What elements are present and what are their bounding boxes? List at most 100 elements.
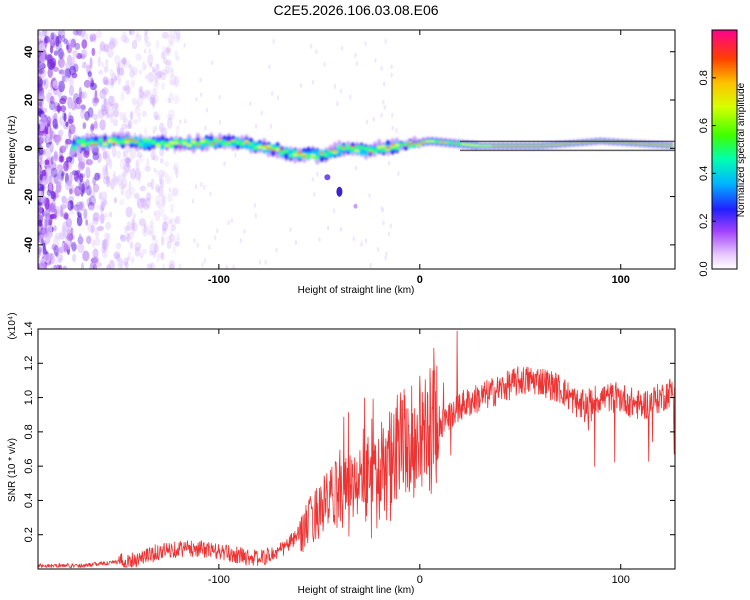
spectrogram-noise-blob	[391, 125, 394, 131]
spectrogram-noise-blob	[119, 199, 125, 206]
spectrogram-noise-blob	[380, 205, 384, 211]
spectrogram-noise-blob	[122, 111, 127, 124]
spectrogram-y-tick-label: 0	[23, 145, 35, 151]
spectrogram-noise-blob	[86, 197, 92, 207]
spectrogram-band-cell	[367, 151, 373, 153]
spectrogram-band-cell	[221, 141, 228, 147]
spectrogram-noise-blob	[83, 208, 88, 220]
spectrogram-band-cell	[266, 147, 272, 149]
spectrogram-noise-blob	[104, 171, 109, 181]
spectrogram-noise-blob	[72, 253, 77, 263]
spectrogram-noise-blob	[153, 94, 160, 104]
spectrogram-noise-blob	[313, 192, 316, 198]
spectrogram-noise-blob	[218, 94, 221, 100]
spectrogram-noise-blob	[384, 255, 387, 261]
spectrogram-noise-blob	[75, 103, 81, 110]
spectrogram-noise-blob	[382, 99, 385, 105]
spectrogram-noise-blob	[44, 254, 51, 264]
spectrogram-noise-blob	[50, 130, 55, 137]
spectrogram-noise-blob	[119, 111, 124, 121]
spectrogram-noise-blob	[100, 191, 108, 202]
spectrogram-noise-blob	[85, 166, 91, 179]
spectrogram-band-cell	[327, 150, 334, 154]
spectrogram-noise-blob	[121, 171, 127, 178]
spectrogram-x-axis-label: Height of straight line (km)	[298, 285, 415, 296]
spectrogram-band-cell	[137, 142, 144, 147]
spectrogram-noise-blob	[144, 30, 149, 36]
spectrogram-noise-blob	[152, 82, 160, 88]
spectrogram-image	[38, 30, 675, 269]
spectrogram-noise-blob	[124, 225, 132, 231]
spectrogram-band-cell	[407, 143, 413, 145]
spectrogram-noise-blob	[382, 220, 385, 226]
spectrogram-noise-blob	[354, 52, 357, 58]
spectrogram-band-cell	[274, 148, 281, 152]
spectrogram-noise-blob	[176, 55, 180, 62]
spectrogram-noise-blob	[66, 228, 71, 236]
spectrogram-noise-blob	[39, 42, 46, 52]
spectrogram-band-cell	[438, 141, 444, 143]
spectrogram-noise-blob	[109, 115, 114, 124]
spectrogram-noise-blob	[125, 123, 132, 129]
spectrogram-noise-blob	[123, 116, 129, 124]
spectrogram-noise-blob	[118, 59, 126, 70]
spectrogram-noise-blob	[332, 208, 336, 214]
spectrogram-band-cell	[389, 144, 396, 146]
spectrogram-noise-blob	[146, 157, 150, 169]
spectrogram-noise-blob	[73, 63, 79, 73]
spectrogram-noise-blob	[38, 190, 44, 198]
spectrogram-noise-blob	[64, 212, 69, 220]
spectrogram-noise-blob	[148, 250, 153, 257]
spectrogram-noise-blob	[96, 204, 103, 210]
spectrogram-noise-blob	[68, 97, 75, 110]
spectrogram-noise-blob	[168, 263, 175, 269]
spectrogram-noise-blob	[65, 39, 69, 48]
spectrogram-noise-blob	[218, 119, 222, 125]
spectrogram-noise-blob	[169, 227, 173, 237]
spectrogram-noise-blob	[59, 105, 67, 112]
spectrogram-noise-blob	[164, 60, 171, 73]
spectrogram-panel: -100 0 100 -40 -20 0 20 40 Height of straight …	[7, 29, 676, 296]
spectrogram-band-cell	[270, 145, 276, 151]
spectrogram-noise-blob	[104, 105, 109, 115]
spectrogram-noise-blob	[203, 258, 207, 264]
spectrogram-noise-blob	[118, 257, 123, 269]
spectrogram-noise-blob	[92, 217, 99, 225]
spectrogram-noise-blob	[75, 205, 80, 213]
spectrogram-noise-blob	[131, 97, 137, 106]
spectrogram-noise-blob	[183, 42, 186, 48]
spectrogram-noise-blob	[169, 79, 176, 86]
spectrogram-noise-blob	[57, 176, 62, 186]
spectrogram-noise-blob	[53, 244, 58, 255]
spectrogram-noise-blob	[232, 264, 235, 269]
spectrogram-noise-blob	[92, 113, 99, 120]
spectrogram-band-cell	[367, 147, 373, 152]
spectrogram-noise-blob	[87, 222, 95, 233]
spectrogram-band-cell	[336, 147, 343, 156]
spectrogram-noise-blob	[339, 226, 343, 232]
spectrogram-noise-blob	[299, 83, 303, 89]
spectrogram-noise-blob	[134, 242, 142, 252]
spectrogram-noise-blob	[113, 251, 121, 260]
spectrogram-noise-blob	[150, 178, 155, 191]
spectrogram-noise-blob	[55, 136, 60, 146]
spectrogram-band-cell	[659, 144, 665, 146]
colorbar-tick-label: 0.6	[698, 118, 710, 133]
spectrogram-band-cell	[531, 145, 537, 147]
spectrogram-band-cell	[98, 137, 104, 143]
spectrogram-noise-blob	[165, 66, 172, 75]
spectrogram-noise-blob	[38, 101, 43, 107]
spectrogram-noise-blob	[153, 210, 157, 216]
spectrogram-noise-blob	[111, 37, 119, 47]
spectrogram-noise-blob	[66, 44, 70, 50]
spectrogram-band-cell	[164, 141, 170, 146]
spectrogram-noise-blob	[239, 238, 243, 244]
spectrogram-noise-blob	[154, 195, 162, 206]
spectrogram-noise-blob	[167, 34, 175, 45]
spectrogram-noise-blob	[138, 89, 145, 98]
spectrogram-noise-blob	[100, 88, 107, 94]
spectrogram-noise-blob	[50, 200, 57, 212]
spectrogram-noise-blob	[58, 51, 65, 59]
spectrogram-noise-blob	[174, 237, 181, 248]
